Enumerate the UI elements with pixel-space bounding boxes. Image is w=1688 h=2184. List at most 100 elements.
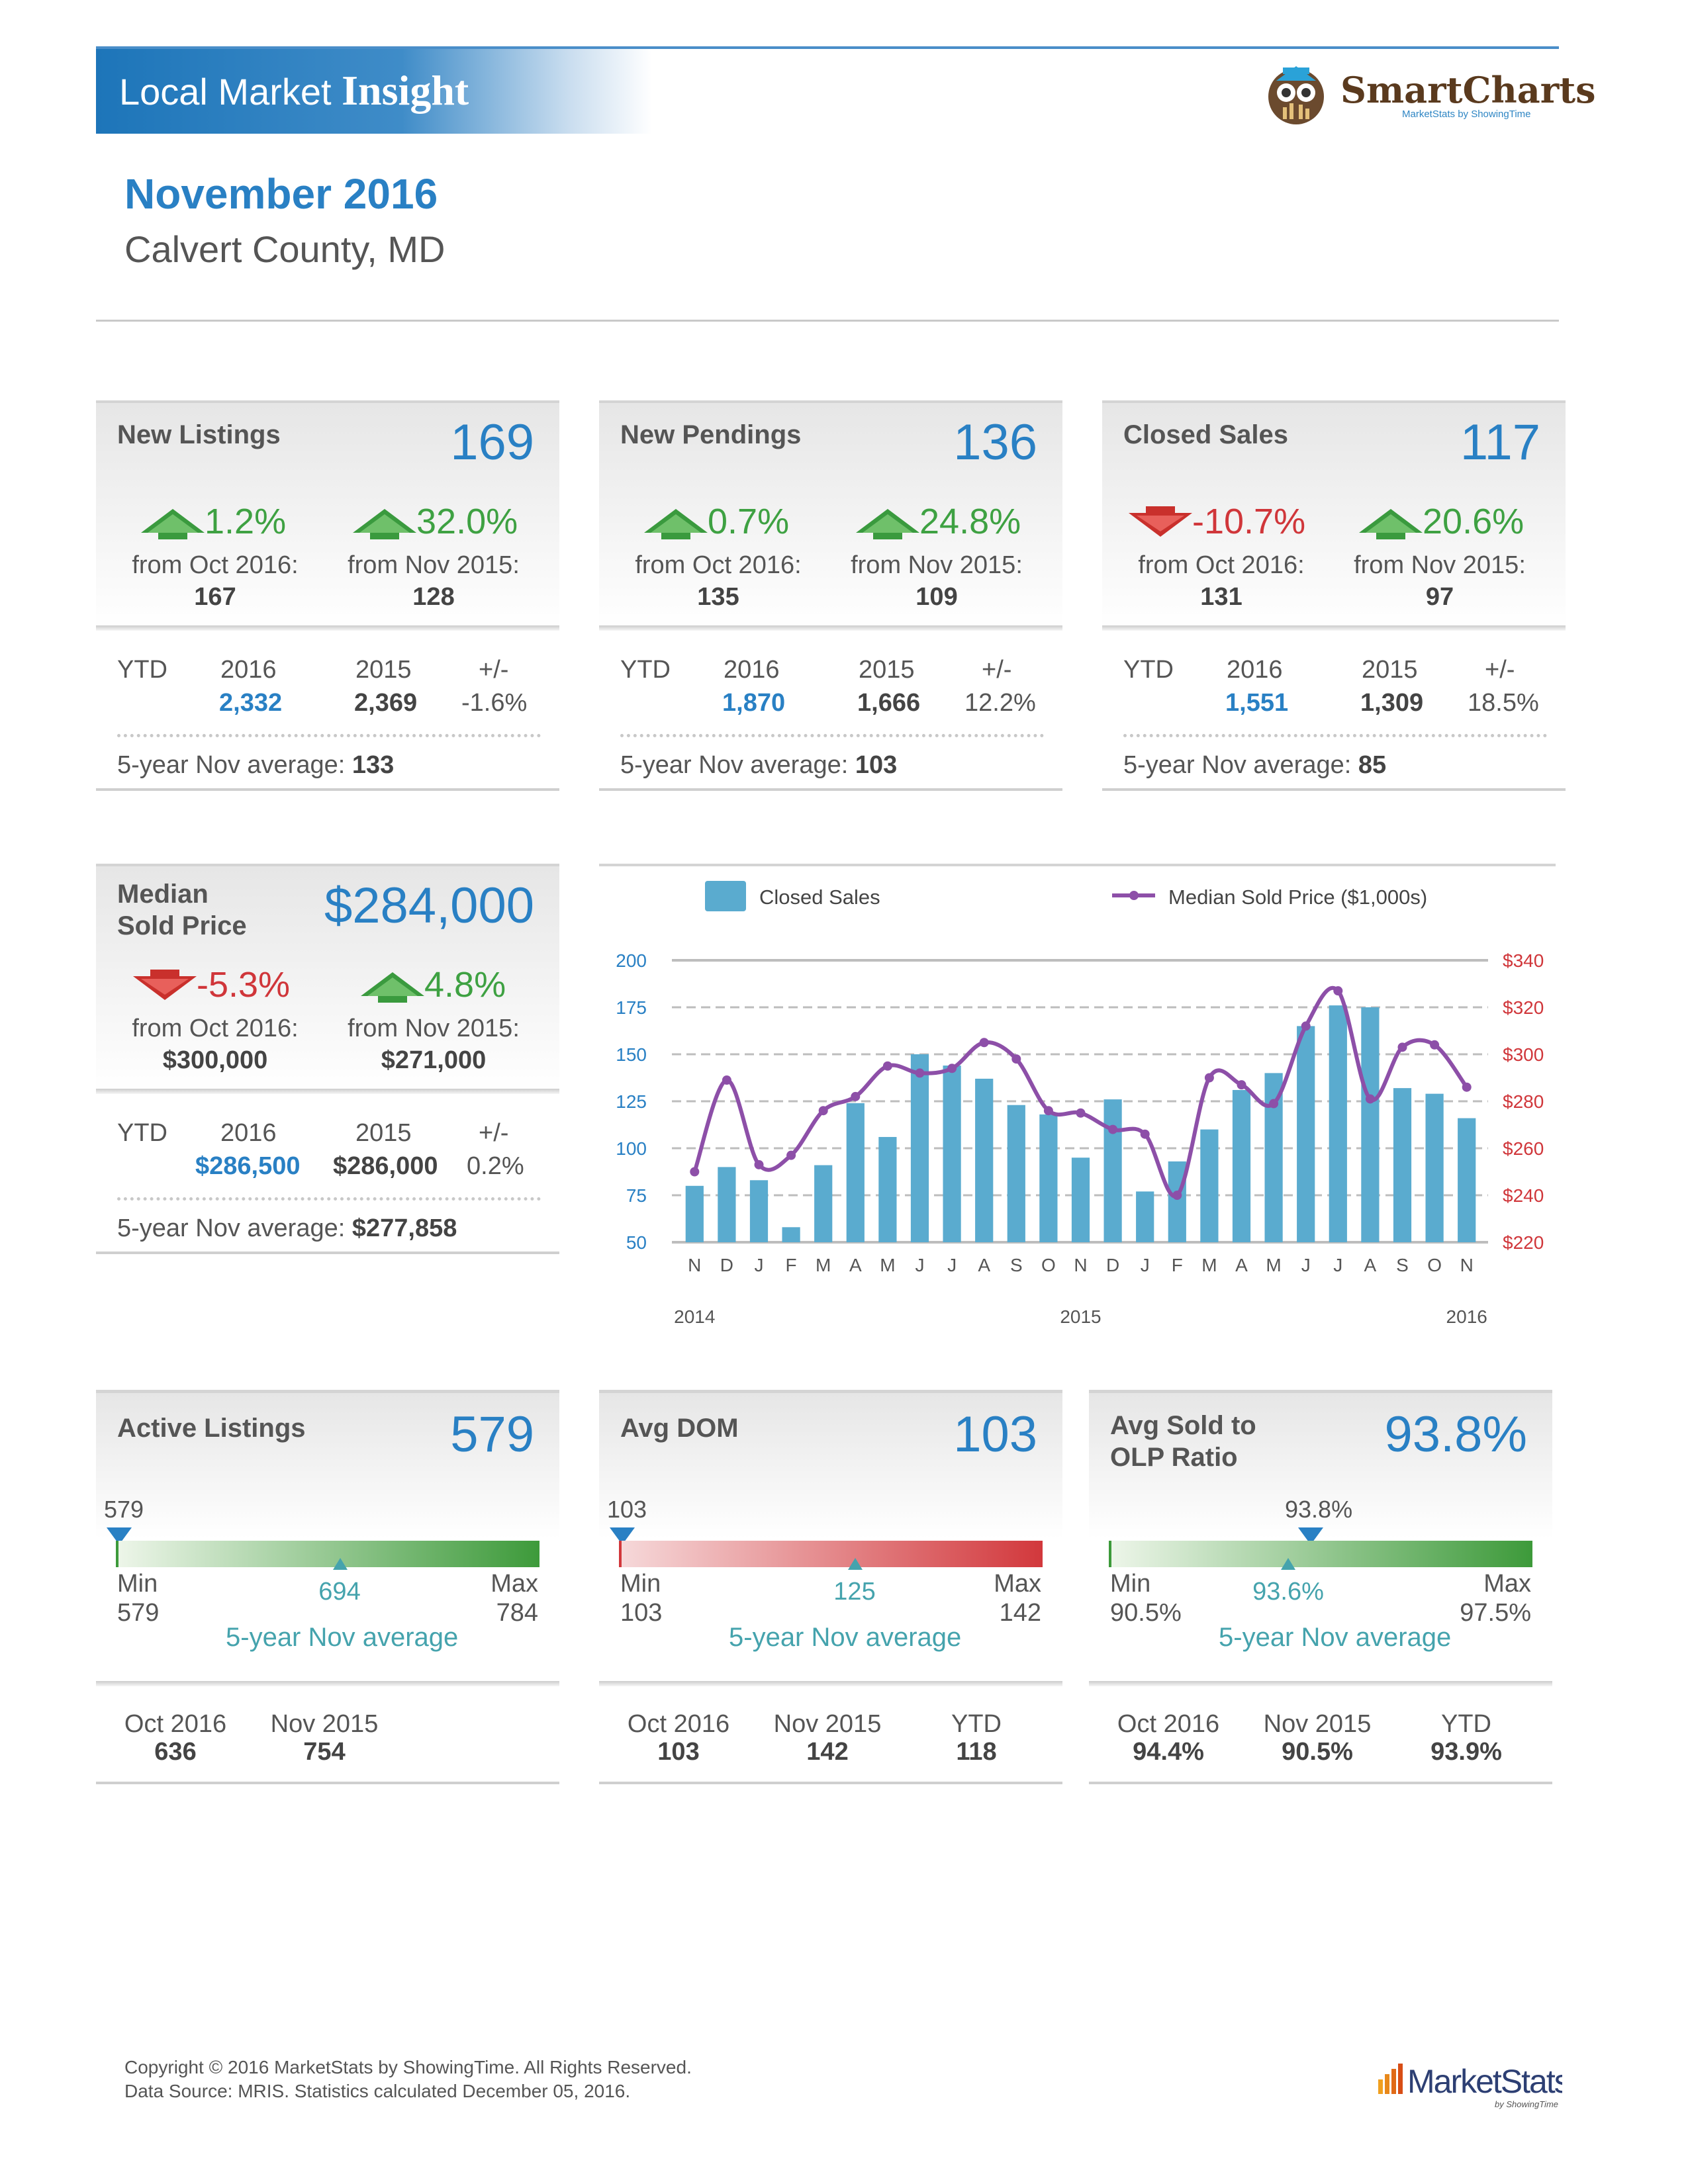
card-median-sold-price: Median Sold Price $284,000 -5.3% 4.8% fr…: [96, 864, 559, 1254]
x-month-tick-label: M: [880, 1255, 895, 1275]
bar-closed-sales: [1136, 1191, 1154, 1242]
bar-closed-sales: [685, 1185, 704, 1242]
five-year-average-value: 133: [352, 751, 395, 779]
gauge-min-value: 90.5%: [1110, 1599, 1182, 1627]
x-month-tick-label: A: [849, 1255, 862, 1275]
card-header: [599, 1390, 1062, 1539]
arrow-down-icon: [1129, 506, 1192, 537]
ytd-change-value: 12.2%: [964, 689, 1036, 717]
copyright-text: Copyright © 2016 MarketStats by ShowingT…: [124, 2057, 692, 2077]
card-avg-sold-olp-ratio: Avg Sold to OLP Ratio 93.8% 93.8% Min 90…: [1089, 1390, 1552, 1787]
bar-closed-sales: [1103, 1099, 1122, 1242]
from-label-month: from Oct 2016:: [1138, 551, 1305, 579]
prev-month-label: Oct 2016: [1117, 1710, 1220, 1738]
point-median-price: [1108, 1124, 1118, 1134]
prev-year-value: 109: [915, 583, 958, 611]
point-median-price: [1269, 1099, 1279, 1109]
card-bottom-rule: [1102, 788, 1566, 791]
from-label-year: from Nov 2015:: [1354, 551, 1526, 579]
y-right-tick-label: $240: [1503, 1185, 1544, 1206]
legend-label-closed-sales: Closed Sales: [759, 886, 880, 909]
prev-year-value: 97: [1425, 583, 1454, 611]
point-median-price: [1076, 1108, 1086, 1118]
from-label-month: from Oct 2016:: [132, 551, 299, 579]
ytd-year-current: 2016: [1227, 656, 1283, 684]
card-header: [1089, 1390, 1552, 1539]
point-median-price: [1140, 1129, 1150, 1139]
chart-line: [690, 985, 1472, 1200]
card-separator: [599, 1681, 1062, 1686]
ytd-label: YTD: [620, 656, 671, 684]
bar-closed-sales: [1007, 1105, 1025, 1242]
bar-closed-sales: [749, 1180, 769, 1242]
bar-closed-sales: [814, 1165, 833, 1242]
y-right-tick-label: $300: [1503, 1044, 1544, 1065]
five-year-average-value: $277,858: [352, 1214, 457, 1242]
point-median-price: [786, 1150, 796, 1160]
ytd-plusminus-label: +/-: [479, 1119, 509, 1147]
gauge-current-marker-icon: [1298, 1527, 1323, 1545]
point-median-price: [947, 1064, 957, 1073]
card-title-line1: Median: [117, 880, 209, 909]
x-month-tick-label: M: [1201, 1255, 1217, 1275]
five-year-average-value: 103: [855, 751, 898, 779]
ytd-prev-value: $286,000: [333, 1152, 438, 1180]
x-year-label: 2015: [1060, 1306, 1101, 1327]
bar-closed-sales: [943, 1066, 961, 1242]
report-location: Calvert County, MD: [124, 228, 445, 270]
x-axis-years: 2014 2015 2016: [674, 1306, 1487, 1327]
card-bottom-rule: [96, 788, 559, 791]
prev-month-value: $300,000: [162, 1046, 268, 1074]
point-median-price: [1172, 1191, 1182, 1200]
five-year-average: 5-year Nov average: 103: [620, 751, 897, 780]
card-separator: [1089, 1681, 1552, 1686]
bar-closed-sales: [1264, 1073, 1283, 1242]
y-left-tick-label: 150: [616, 1044, 647, 1065]
five-year-average-label: 5-year Nov average:: [620, 751, 849, 779]
gauge-average-value: 125: [833, 1578, 876, 1606]
y-left-tick-label: 200: [616, 950, 647, 971]
ytd-current-value: 2,332: [219, 689, 283, 717]
card-separator: [599, 625, 1062, 631]
five-year-average: 5-year Nov average: 133: [117, 751, 394, 780]
card-value: 136: [953, 414, 1037, 471]
card-bottom-rule: [599, 1782, 1062, 1784]
x-month-tick-label: J: [915, 1255, 925, 1275]
from-label-month: from Oct 2016:: [635, 551, 802, 579]
bar-closed-sales: [846, 1103, 865, 1242]
card-bottom-rule: [1089, 1782, 1552, 1784]
card-bottom-rule: [96, 1782, 559, 1784]
report-date: November 2016: [124, 170, 438, 218]
ytd-plusminus-label: +/-: [1485, 656, 1515, 684]
gauge-average-label: 5-year Nov average: [1219, 1623, 1452, 1652]
pct-change-month: 1.2%: [205, 502, 287, 541]
gauge-max-label: Max: [491, 1570, 538, 1598]
card-title: Closed Sales: [1123, 420, 1289, 449]
gauge-current-label: 103: [607, 1496, 647, 1523]
card-avg-dom: Avg DOM 103 103 Min 103 Max 142 125 5-ye…: [599, 1390, 1062, 1787]
arrow-down-icon: [133, 970, 197, 1000]
point-median-price: [1462, 1082, 1472, 1092]
ytd-plusminus-label: +/-: [982, 656, 1012, 684]
gauge-min-label: Min: [1110, 1570, 1151, 1598]
ytd-year-prev: 2015: [355, 1119, 412, 1147]
card-title: New Listings: [117, 420, 281, 449]
gauge-max-value: 784: [496, 1599, 538, 1627]
prev-year-label: Nov 2015: [773, 1710, 882, 1738]
arrow-up-icon: [856, 509, 919, 539]
logo-subtitle: MarketStats by ShowingTime: [1402, 109, 1531, 120]
ytd-label: YTD: [1123, 656, 1174, 684]
bar-closed-sales: [1071, 1158, 1090, 1242]
y-axis-left: 50 75 100 125 150 175 200: [616, 950, 647, 1253]
prev-month-label: Oct 2016: [627, 1710, 730, 1738]
ytd-current-value: $286,500: [195, 1152, 301, 1180]
bar-closed-sales: [1232, 1089, 1251, 1242]
card-separator: [1102, 625, 1566, 631]
gauge-max-label: Max: [1483, 1570, 1531, 1598]
gauge-min-tick: [1109, 1541, 1111, 1567]
point-median-price: [1011, 1054, 1021, 1064]
x-month-tick-label: M: [1266, 1255, 1281, 1275]
card-value: $284,000: [324, 878, 534, 934]
from-label-year: from Nov 2015:: [851, 551, 1023, 579]
arrow-up-icon: [644, 509, 708, 539]
